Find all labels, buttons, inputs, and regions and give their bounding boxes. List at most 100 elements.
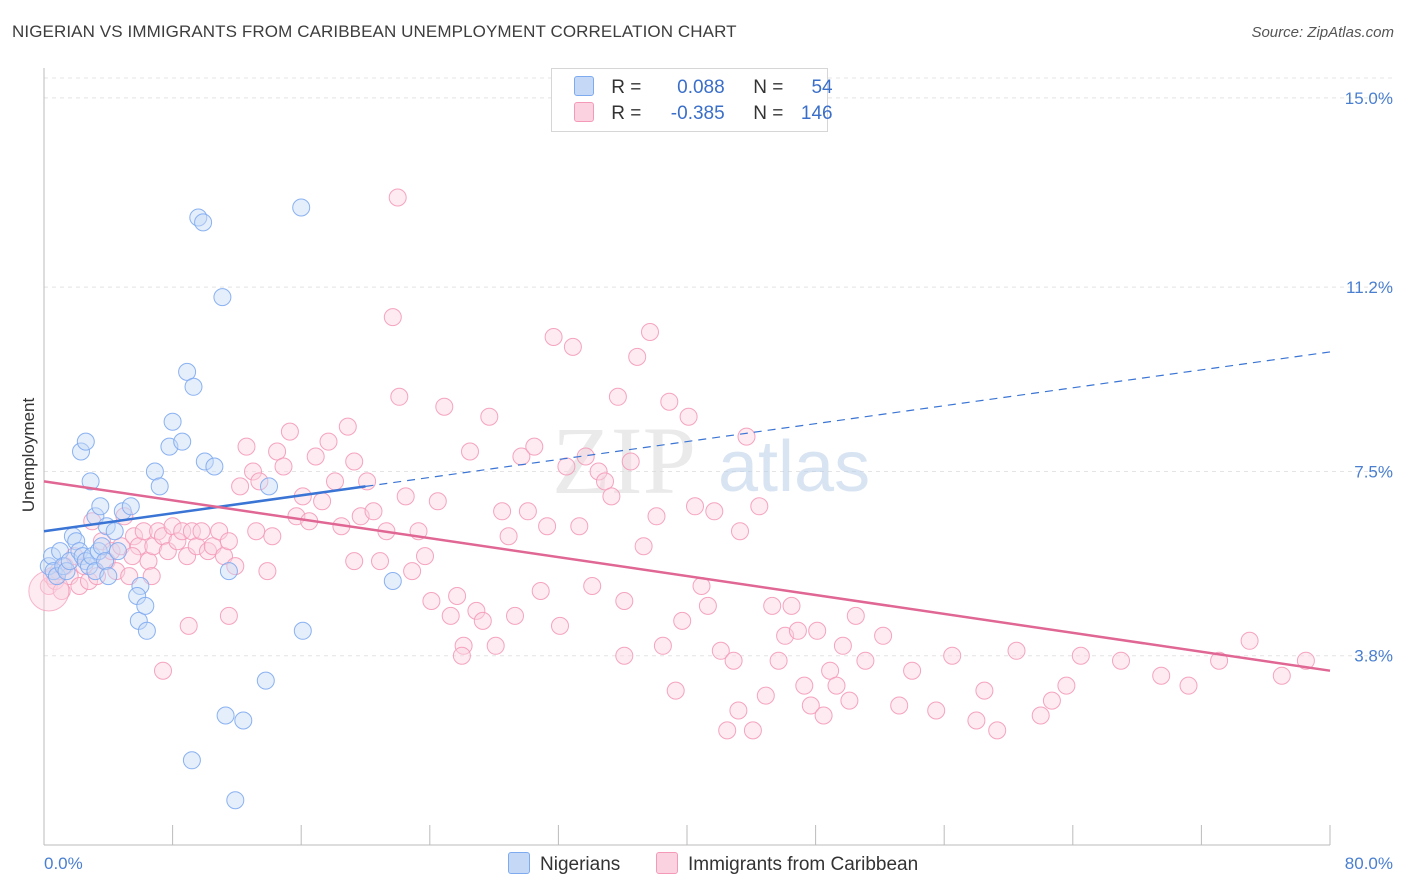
point-immigrants-from-caribbean — [718, 721, 737, 740]
point-nigerians — [136, 596, 155, 615]
point-immigrants-from-caribbean — [364, 502, 383, 521]
point-nigerians — [44, 562, 63, 581]
point-immigrants-from-caribbean — [563, 337, 582, 356]
point-immigrants-from-caribbean — [589, 462, 608, 481]
legend-n-label: N = — [753, 103, 784, 124]
point-nigerians — [121, 497, 140, 516]
point-immigrants-from-caribbean — [821, 661, 840, 680]
y-tick-label: 15.0% — [1345, 89, 1393, 108]
point-immigrants-from-caribbean — [1179, 676, 1198, 695]
point-immigrants-from-caribbean — [28, 570, 70, 612]
point-immigrants-from-caribbean — [615, 592, 634, 610]
point-immigrants-from-caribbean — [801, 696, 820, 715]
point-immigrants-from-caribbean — [345, 552, 364, 571]
point-immigrants-from-caribbean — [168, 532, 187, 551]
point-immigrants-from-caribbean — [102, 542, 121, 561]
point-immigrants-from-caribbean — [313, 492, 332, 511]
point-immigrants-from-caribbean — [1152, 666, 1171, 685]
point-immigrants-from-caribbean — [306, 447, 325, 466]
point-immigrants-from-caribbean — [134, 522, 153, 541]
legend-r-value: -0.385 — [670, 103, 725, 124]
point-immigrants-from-caribbean — [711, 641, 730, 660]
point-nigerians — [72, 442, 90, 461]
point-immigrants-from-caribbean — [903, 661, 922, 680]
point-immigrants-from-caribbean — [840, 691, 859, 710]
bottom-legend-nigerians: Nigerians — [508, 852, 620, 876]
tick-labels: 15.0% 11.2% 7.5% 3.8% 0.0% 80.0% — [44, 89, 1393, 873]
point-immigrants-from-caribbean — [874, 626, 893, 645]
point-nigerians — [105, 522, 124, 541]
point-immigrants-from-caribbean — [641, 323, 659, 341]
point-nigerians — [194, 213, 213, 232]
point-immigrants-from-caribbean — [52, 582, 71, 600]
point-immigrants-from-caribbean — [268, 442, 287, 461]
y-tick-label: 11.2% — [1346, 278, 1393, 297]
point-immigrants-from-caribbean — [506, 606, 524, 625]
point-nigerians — [137, 621, 156, 640]
point-immigrants-from-caribbean — [782, 596, 801, 615]
point-immigrants-from-caribbean — [724, 651, 743, 670]
point-immigrants-from-caribbean — [274, 457, 293, 476]
point-nigerians — [205, 457, 224, 476]
point-immigrants-from-caribbean — [846, 606, 865, 625]
point-immigrants-from-caribbean — [551, 616, 569, 635]
point-immigrants-from-caribbean — [814, 706, 833, 725]
point-nigerians — [73, 547, 92, 566]
legend-n-value: 146 — [800, 103, 833, 124]
point-immigrants-from-caribbean — [1042, 691, 1061, 710]
point-immigrants-from-caribbean — [416, 547, 434, 566]
point-immigrants-from-caribbean — [666, 681, 685, 700]
point-immigrants-from-caribbean — [70, 577, 89, 595]
point-immigrants-from-caribbean — [608, 387, 627, 406]
legend-r-value: 0.088 — [677, 77, 725, 98]
point-immigrants-from-caribbean — [967, 711, 986, 730]
point-immigrants-from-caribbean — [461, 442, 479, 461]
grid-lines — [44, 77, 1392, 657]
point-immigrants-from-caribbean — [280, 422, 299, 441]
point-nigerians — [293, 621, 312, 640]
point-immigrants-from-caribbean — [596, 472, 614, 491]
legend-n-value: 54 — [811, 77, 833, 98]
watermark-zip: ZIP — [552, 407, 696, 514]
bottom-legend-caribbean: Immigrants from Caribbean — [656, 852, 918, 876]
point-nigerians — [260, 477, 278, 496]
points-nigerians — [39, 198, 402, 810]
point-nigerians — [96, 552, 115, 571]
point-immigrants-from-caribbean — [473, 611, 492, 630]
point-immigrants-from-caribbean — [428, 492, 447, 511]
legend-r-label: R = — [611, 103, 642, 124]
point-immigrants-from-caribbean — [788, 621, 807, 640]
point-immigrants-from-caribbean — [467, 601, 486, 620]
bottom-legend-label-nigerians: Nigerians — [540, 854, 621, 875]
point-immigrants-from-caribbean — [769, 651, 788, 670]
point-immigrants-from-caribbean — [390, 387, 409, 406]
point-nigerians — [182, 751, 201, 770]
point-immigrants-from-caribbean — [199, 542, 217, 561]
watermark-atlas: atlas — [718, 427, 870, 507]
point-immigrants-from-caribbean — [388, 188, 407, 207]
point-immigrants-from-caribbean — [795, 676, 814, 695]
point-immigrants-from-caribbean — [480, 407, 499, 426]
point-immigrants-from-caribbean — [125, 527, 143, 546]
point-immigrants-from-caribbean — [833, 636, 852, 655]
point-nigerians — [256, 671, 275, 690]
point-nigerians — [91, 497, 110, 516]
point-immigrants-from-caribbean — [1272, 666, 1291, 685]
point-immigrants-from-caribbean — [698, 596, 717, 615]
point-immigrants-from-caribbean — [192, 522, 211, 541]
point-immigrants-from-caribbean — [808, 621, 827, 640]
point-nigerians — [99, 567, 118, 586]
point-immigrants-from-caribbean — [1007, 641, 1026, 660]
point-immigrants-from-caribbean — [452, 646, 471, 665]
point-immigrants-from-caribbean — [1071, 646, 1090, 665]
legend-swatch-nigerians — [574, 76, 594, 96]
point-immigrants-from-caribbean — [653, 636, 672, 655]
point-immigrants-from-caribbean — [154, 661, 172, 680]
point-immigrants-from-caribbean — [988, 721, 1007, 740]
point-immigrants-from-caribbean — [731, 522, 749, 541]
point-nigerians — [226, 791, 245, 810]
point-immigrants-from-caribbean — [383, 308, 402, 327]
point-immigrants-from-caribbean — [756, 686, 775, 705]
point-immigrants-from-caribbean — [943, 646, 962, 665]
y-tick-label: 7.5% — [1354, 462, 1393, 481]
